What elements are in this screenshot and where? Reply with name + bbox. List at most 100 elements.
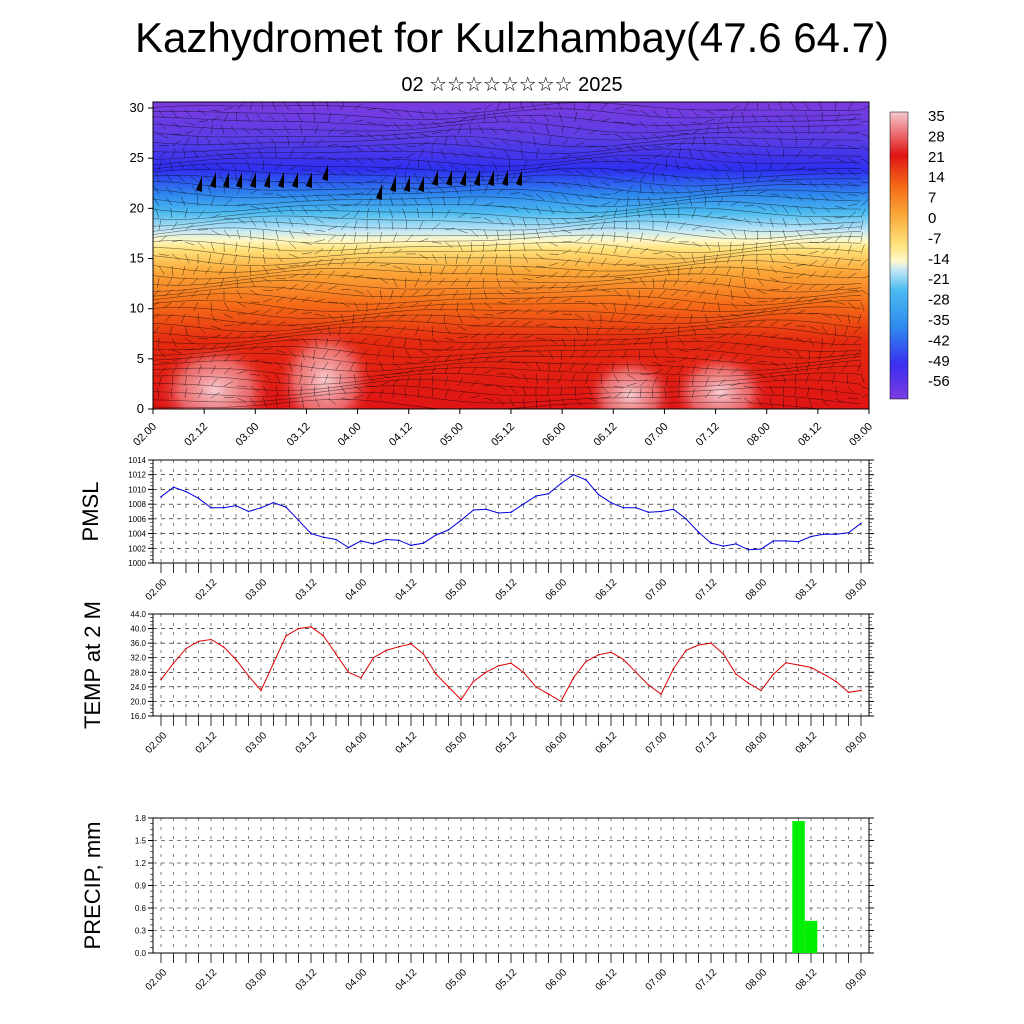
contour-line bbox=[153, 154, 862, 167]
wind-barb bbox=[691, 376, 695, 387]
wind-barb bbox=[171, 221, 178, 231]
wind-barb bbox=[522, 277, 533, 281]
wind-barb bbox=[626, 373, 636, 380]
wind-barb bbox=[730, 241, 732, 253]
wind-barb bbox=[379, 133, 388, 141]
wind-barb bbox=[392, 372, 403, 375]
data-point bbox=[372, 656, 375, 659]
wind-barb bbox=[704, 109, 715, 115]
wind-barb bbox=[379, 388, 384, 399]
wind-barb bbox=[714, 289, 719, 300]
wind-barb bbox=[501, 139, 511, 147]
x-tick-label: 06.00 bbox=[544, 967, 570, 993]
data-point bbox=[347, 671, 350, 674]
x-tick-label: 08.00 bbox=[744, 967, 770, 993]
wind-barb bbox=[275, 241, 280, 252]
wind-barb bbox=[730, 112, 734, 123]
wind-barb bbox=[769, 289, 781, 291]
wind-barb bbox=[440, 148, 446, 159]
wind-barb bbox=[639, 361, 647, 371]
wind-barb bbox=[769, 334, 780, 339]
wind-barb bbox=[828, 349, 836, 359]
wind-barb bbox=[288, 205, 295, 215]
data-point bbox=[285, 506, 287, 508]
wind-barb bbox=[210, 115, 220, 123]
wind-barb bbox=[652, 277, 655, 288]
wind-barb bbox=[673, 277, 680, 287]
wind-barb bbox=[431, 109, 439, 119]
data-point bbox=[822, 673, 825, 675]
wind-barb bbox=[314, 217, 324, 224]
wind-barb bbox=[353, 274, 364, 279]
wind-barb bbox=[605, 337, 615, 345]
wind-barb bbox=[184, 376, 187, 387]
wind-barb bbox=[600, 232, 604, 243]
wind-barb bbox=[262, 397, 267, 408]
wind-barb bbox=[218, 173, 225, 183]
wind-barb bbox=[626, 121, 637, 127]
data-point bbox=[172, 662, 175, 664]
wind-barb bbox=[301, 271, 310, 279]
wind-barb bbox=[339, 373, 342, 384]
wind-barb bbox=[821, 237, 832, 243]
wind-barb bbox=[782, 322, 793, 327]
x-tick-label: 06.12 bbox=[594, 577, 620, 603]
wind-barb bbox=[587, 205, 598, 208]
wind-barb bbox=[288, 217, 294, 228]
wind-barb bbox=[197, 389, 204, 399]
wind-barb bbox=[652, 121, 660, 130]
wind-barb bbox=[535, 148, 540, 159]
wind-barb bbox=[258, 149, 264, 159]
wind-barb bbox=[353, 145, 363, 151]
wind-barb bbox=[418, 238, 429, 243]
wind-barb bbox=[821, 125, 827, 135]
wind-barb bbox=[288, 361, 293, 372]
wind-barb bbox=[596, 361, 602, 371]
wind-barb bbox=[203, 174, 212, 183]
wind-barb bbox=[509, 217, 515, 228]
wind-barb bbox=[585, 373, 589, 384]
warm-core bbox=[275, 325, 375, 409]
wind-barb bbox=[158, 235, 167, 243]
wind-barb bbox=[821, 313, 832, 318]
wind-barb bbox=[834, 193, 844, 200]
wind-barb bbox=[730, 104, 740, 111]
wind-barb bbox=[314, 258, 323, 267]
wind-barb bbox=[665, 265, 671, 276]
contour-line bbox=[153, 359, 862, 372]
wind-barb bbox=[535, 241, 543, 251]
wind-barb bbox=[418, 376, 421, 387]
wind-barb bbox=[493, 112, 498, 123]
wind-barb bbox=[535, 217, 540, 228]
wind-barb bbox=[314, 124, 319, 135]
data-point bbox=[235, 658, 237, 661]
wind-barb bbox=[366, 121, 377, 125]
wind-barb bbox=[249, 359, 260, 363]
data-point bbox=[597, 654, 600, 656]
wind-barb bbox=[275, 296, 285, 303]
data-point bbox=[397, 646, 400, 648]
wind-barb bbox=[301, 325, 312, 330]
wind-barb bbox=[236, 229, 241, 240]
wind-barb bbox=[230, 162, 238, 171]
wind-barb bbox=[847, 102, 854, 111]
wind-barb bbox=[717, 313, 726, 322]
wind-barb bbox=[795, 283, 805, 291]
wind-barb bbox=[353, 244, 358, 255]
wind-barb bbox=[847, 132, 859, 135]
wind-barb bbox=[808, 337, 815, 347]
wind-barb bbox=[775, 114, 784, 123]
wind-barb bbox=[691, 253, 695, 264]
wind-barb bbox=[327, 143, 338, 147]
wind-barb bbox=[808, 260, 818, 267]
wind-barb bbox=[470, 229, 479, 238]
wind-barb bbox=[522, 397, 526, 408]
wind-barb bbox=[509, 308, 519, 315]
wind-barb bbox=[301, 349, 305, 360]
wind-barb bbox=[723, 163, 732, 171]
contour-line bbox=[153, 220, 862, 232]
wind-barb bbox=[834, 270, 843, 279]
wind-barb bbox=[496, 229, 499, 240]
wind-barb bbox=[660, 197, 667, 207]
